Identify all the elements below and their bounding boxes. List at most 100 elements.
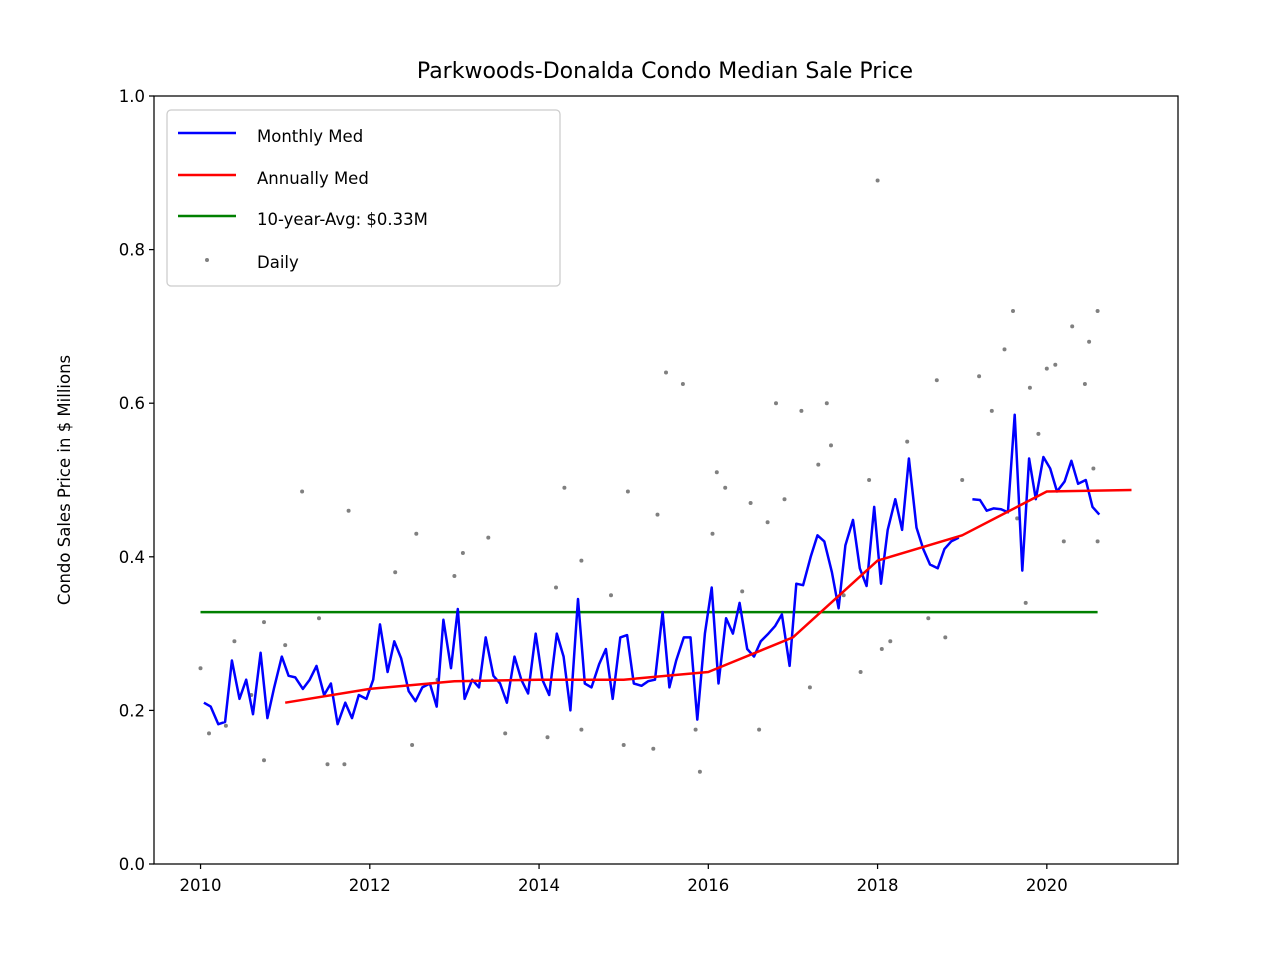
daily-point-3 <box>232 639 237 644</box>
daily-point-7 <box>283 643 288 648</box>
chart-title: Parkwoods-Donalda Condo Median Sale Pric… <box>417 59 913 84</box>
legend: Monthly Med Annually Med 10-year-Avg: $0… <box>166 109 561 287</box>
daily-point-63 <box>1011 309 1015 313</box>
y-tick-label-5: 1.0 <box>119 87 145 106</box>
x-tick-label-5: 2020 <box>1026 876 1068 895</box>
daily-point-57 <box>934 378 939 383</box>
legend-label-monthly: Monthly Med <box>257 127 363 146</box>
daily-point-35 <box>710 531 715 536</box>
plot-area-frame <box>153 95 1179 865</box>
daily-point-76 <box>1095 539 1100 544</box>
daily-point-41 <box>765 520 770 525</box>
daily-point-25 <box>579 727 584 732</box>
daily-point-5 <box>262 620 266 625</box>
daily-point-66 <box>1027 385 1032 390</box>
series-line-annually-med <box>284 488 1132 704</box>
daily-point-60 <box>977 374 982 379</box>
y-axis-label: Condo Sales Price in $ Millions <box>55 355 74 605</box>
lines-layer <box>200 413 1132 726</box>
daily-point-37 <box>723 485 728 490</box>
daily-point-27 <box>621 743 626 747</box>
y-tick-label-0: 0.0 <box>119 855 145 874</box>
daily-point-64 <box>1015 516 1020 521</box>
daily-point-39 <box>748 501 753 505</box>
daily-point-14 <box>410 743 415 747</box>
daily-point-53 <box>879 647 884 651</box>
y-tick-label-3: 0.6 <box>119 394 145 413</box>
daily-point-6 <box>262 758 266 763</box>
x-tick-label-4: 2018 <box>857 876 899 895</box>
daily-point-15 <box>414 531 419 536</box>
daily-point-12 <box>346 508 351 513</box>
legend-swatch-daily <box>205 258 209 262</box>
x-tick-label-1: 2012 <box>349 876 391 895</box>
daily-point-49 <box>841 593 846 598</box>
x-tick-label-2: 2014 <box>518 876 560 895</box>
daily-point-42 <box>774 401 778 406</box>
daily-point-10 <box>325 762 330 767</box>
daily-point-30 <box>655 512 660 517</box>
daily-point-32 <box>680 382 685 386</box>
daily-point-61 <box>989 408 994 413</box>
daily-point-54 <box>888 639 893 644</box>
daily-point-62 <box>1002 347 1007 352</box>
daily-point-29 <box>651 746 656 751</box>
daily-point-38 <box>740 589 745 594</box>
legend-label-annually: Annually Med <box>257 169 369 188</box>
daily-point-21 <box>545 735 550 740</box>
daily-point-17 <box>452 574 457 578</box>
daily-point-71 <box>1070 324 1075 329</box>
daily-point-0 <box>198 666 203 671</box>
daily-point-23 <box>562 485 567 490</box>
x-tick-label-3: 2016 <box>687 876 729 895</box>
x-tick-label-0: 2010 <box>180 876 222 895</box>
daily-point-56 <box>926 616 931 621</box>
daily-point-33 <box>693 727 698 732</box>
daily-point-18 <box>460 551 465 555</box>
daily-point-19 <box>486 535 491 540</box>
x-axis-ticks: 2010 2012 2014 2016 2018 2020 <box>180 864 1068 895</box>
daily-point-65 <box>1023 600 1028 605</box>
daily-point-13 <box>393 570 398 575</box>
daily-point-24 <box>579 558 584 563</box>
legend-box <box>166 109 561 287</box>
daily-point-51 <box>867 478 872 482</box>
daily-point-73 <box>1087 339 1092 344</box>
daily-point-68 <box>1044 366 1049 371</box>
daily-point-59 <box>960 478 965 482</box>
daily-point-9 <box>317 616 321 621</box>
daily-point-36 <box>714 470 719 475</box>
daily-point-1 <box>207 731 211 736</box>
daily-point-22 <box>554 585 558 590</box>
daily-point-47 <box>824 401 829 406</box>
daily-point-40 <box>757 727 762 732</box>
daily-point-67 <box>1036 431 1041 436</box>
daily-point-70 <box>1061 539 1066 544</box>
daily-point-28 <box>625 489 630 494</box>
daily-point-44 <box>799 408 804 413</box>
daily-point-58 <box>943 635 948 640</box>
daily-point-48 <box>829 443 833 448</box>
daily-point-74 <box>1091 466 1096 471</box>
daily-point-50 <box>858 670 863 674</box>
daily-point-52 <box>875 178 880 183</box>
daily-point-46 <box>816 462 821 467</box>
daily-scatter-layer <box>198 178 1100 774</box>
daily-point-31 <box>664 370 668 375</box>
legend-label-daily: Daily <box>257 253 299 272</box>
daily-point-75 <box>1095 309 1100 313</box>
daily-point-43 <box>782 497 787 502</box>
daily-point-2 <box>223 723 228 728</box>
y-tick-label-4: 0.8 <box>119 241 145 260</box>
daily-point-45 <box>807 685 812 690</box>
y-tick-label-2: 0.4 <box>119 548 145 567</box>
daily-point-26 <box>609 593 613 598</box>
daily-point-69 <box>1053 362 1058 367</box>
daily-point-8 <box>300 489 305 494</box>
legend-label-10yr-avg: 10-year-Avg: $0.33M <box>257 210 428 229</box>
series-line-monthly-med <box>203 413 1101 726</box>
y-axis-ticks: 0.0 0.2 0.4 0.6 0.8 1.0 <box>119 87 154 874</box>
daily-point-34 <box>697 769 702 774</box>
